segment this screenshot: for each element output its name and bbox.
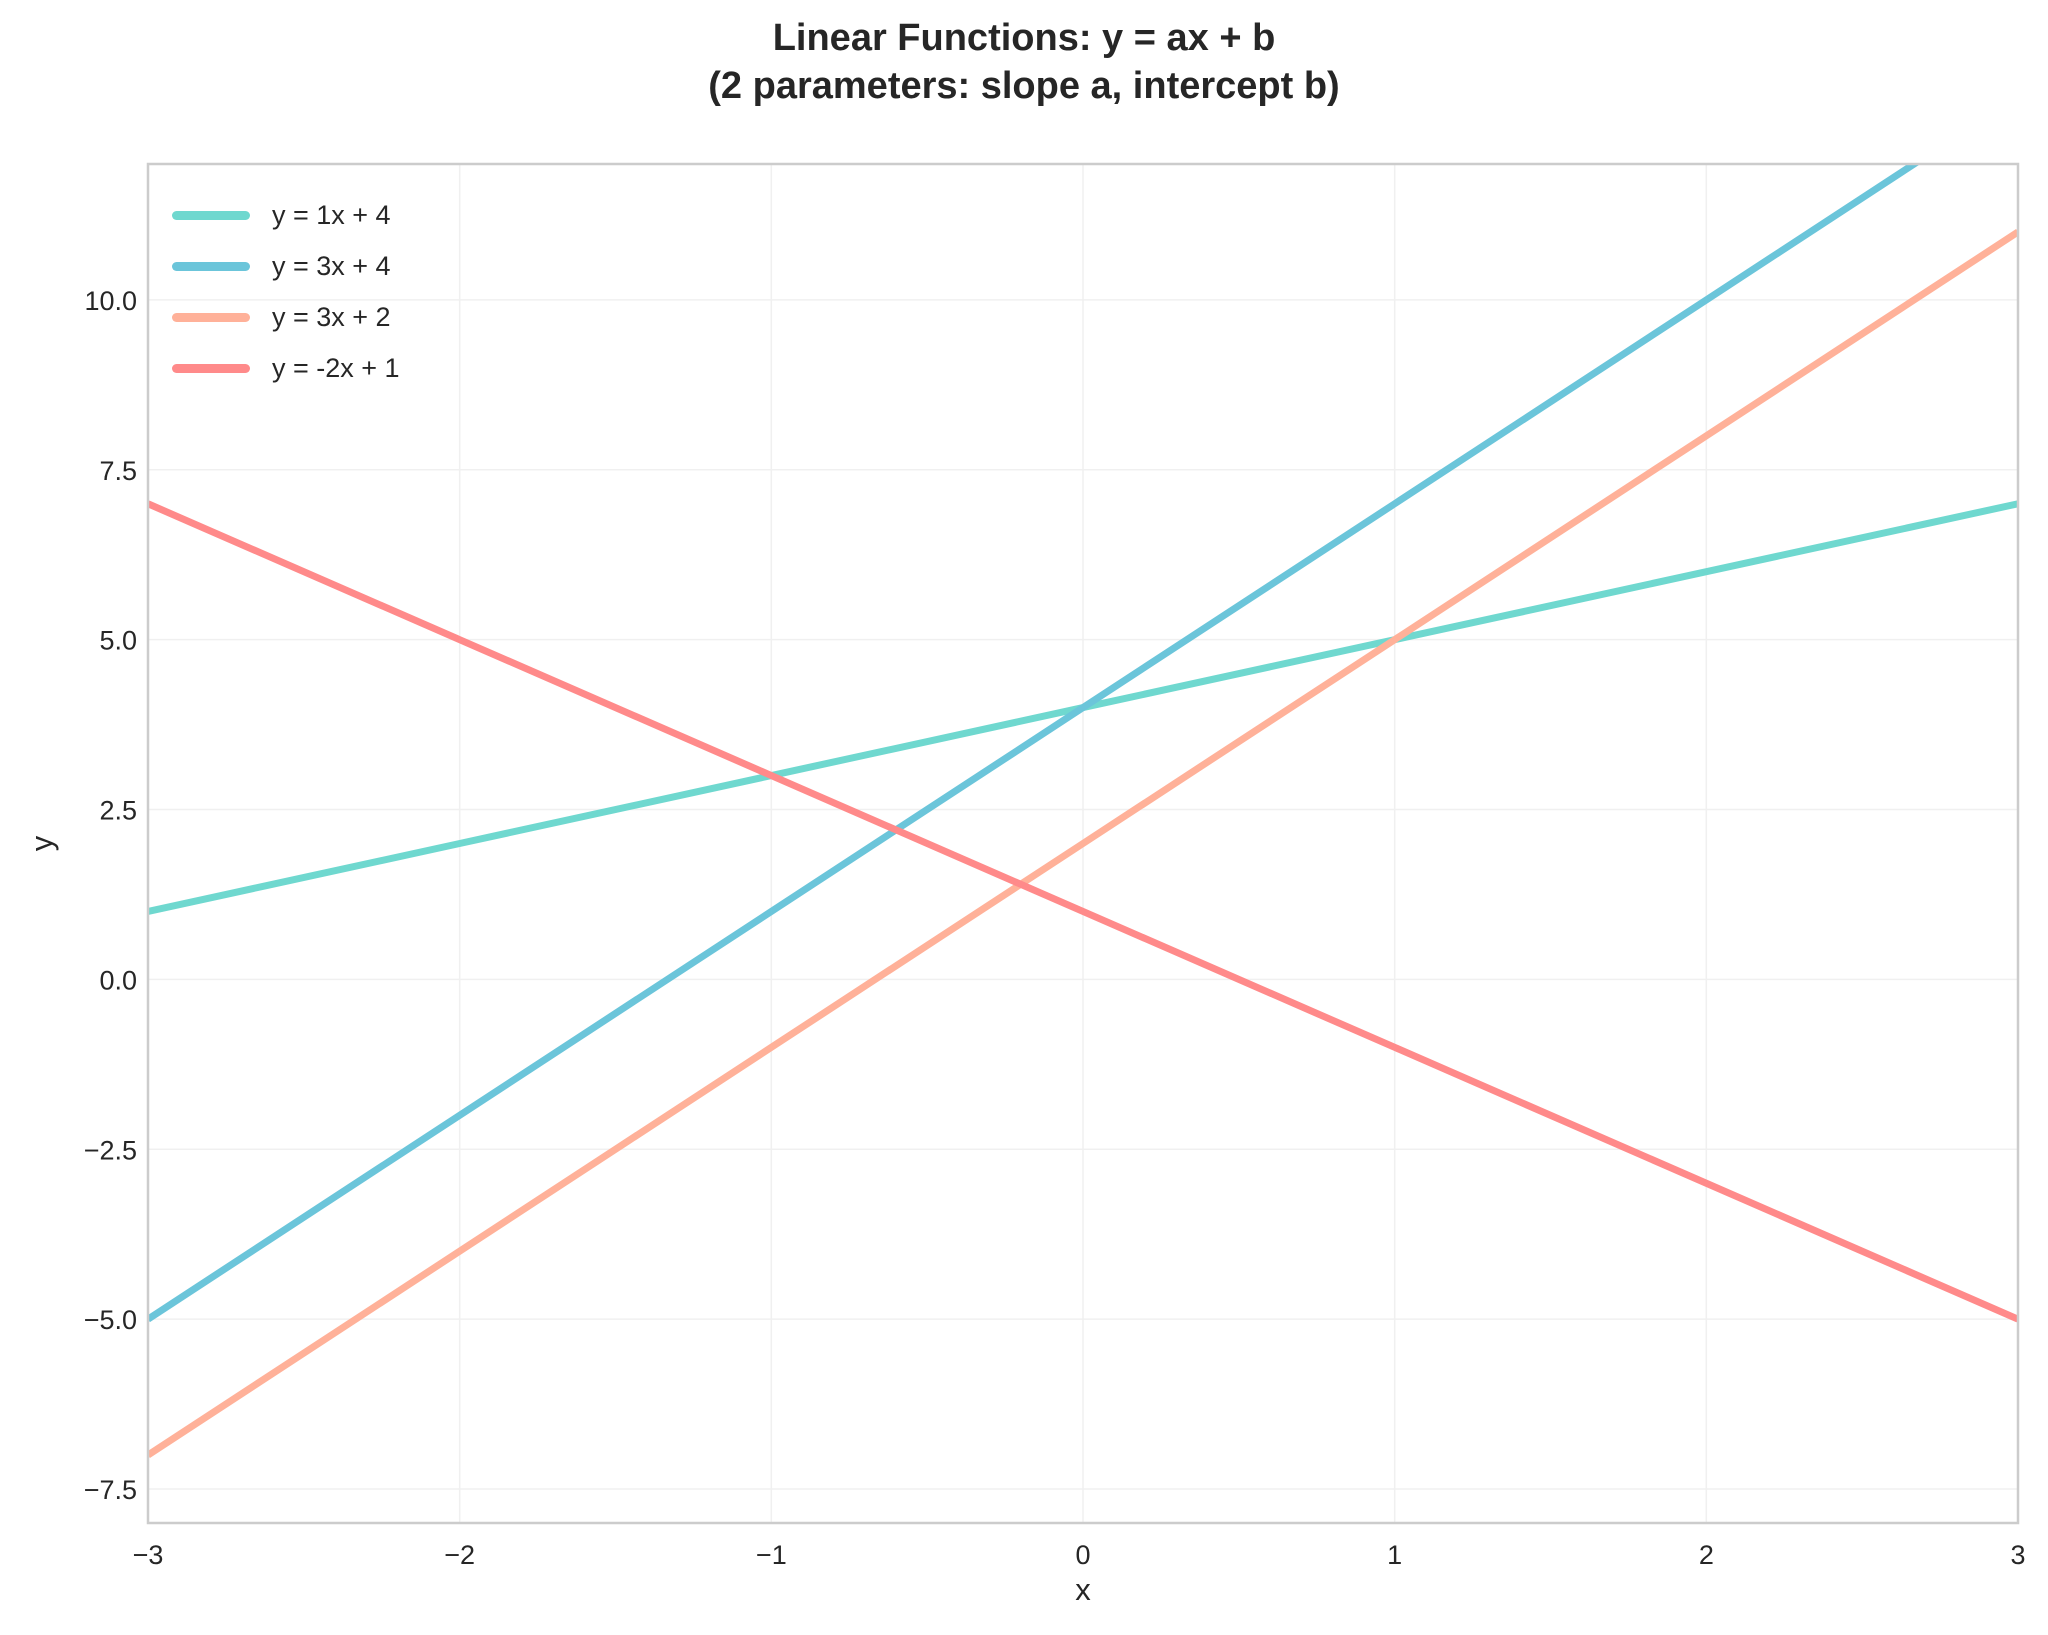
x-tick-label: 1 <box>1387 1540 1402 1570</box>
y-tick-label: 0.0 <box>99 965 137 995</box>
x-tick-label: −3 <box>133 1540 164 1570</box>
y-tick-label: −7.5 <box>84 1475 137 1505</box>
y-tick-label: 10.0 <box>84 286 137 316</box>
series-line <box>148 229 2018 1458</box>
y-tick-label: −2.5 <box>84 1135 137 1165</box>
legend-label: y = 3x + 4 <box>272 251 391 281</box>
y-tick-label: 7.5 <box>99 456 137 486</box>
legend-label: y = 3x + 2 <box>272 302 391 332</box>
legend-item: y = 1x + 4 <box>172 190 400 241</box>
legend-label: y = 1x + 4 <box>272 200 391 230</box>
legend-swatch-icon <box>172 262 250 271</box>
chart-title-line-2: (2 parameters: slope a, intercept b) <box>708 65 1340 107</box>
legend-swatch-icon <box>172 364 250 373</box>
series-line <box>148 500 2018 1323</box>
plot-frame <box>146 162 2020 1525</box>
x-axis-label: x <box>1075 1572 1091 1607</box>
x-tick-label: −1 <box>756 1540 787 1570</box>
x-tick-label: 3 <box>2010 1540 2025 1570</box>
x-tick-label: 2 <box>1699 1540 1714 1570</box>
x-tick-label: 0 <box>1075 1540 1090 1570</box>
legend-item: y = -2x + 1 <box>172 343 400 394</box>
series-line <box>148 164 1921 1323</box>
legend: y = 1x + 4 y = 3x + 4 y = 3x + 2 y = -2x + … <box>172 190 400 394</box>
y-tick-label: 2.5 <box>99 796 137 826</box>
legend-item: y = 3x + 2 <box>172 292 400 343</box>
chart-title-line-1: Linear Functions: y = ax + b <box>772 17 1276 59</box>
y-tick-label: −5.0 <box>84 1305 137 1335</box>
x-tick-label: −2 <box>444 1540 475 1570</box>
y-tick-label: 5.0 <box>99 626 137 656</box>
legend-item: y = 3x + 4 <box>172 241 400 292</box>
y-axis-label: y <box>24 835 59 851</box>
legend-label: y = -2x + 1 <box>272 353 400 383</box>
legend-swatch-icon <box>172 211 250 220</box>
legend-swatch-icon <box>172 313 250 322</box>
chart-title: Linear Functions: y = ax + b (2 paramete… <box>0 14 2048 110</box>
